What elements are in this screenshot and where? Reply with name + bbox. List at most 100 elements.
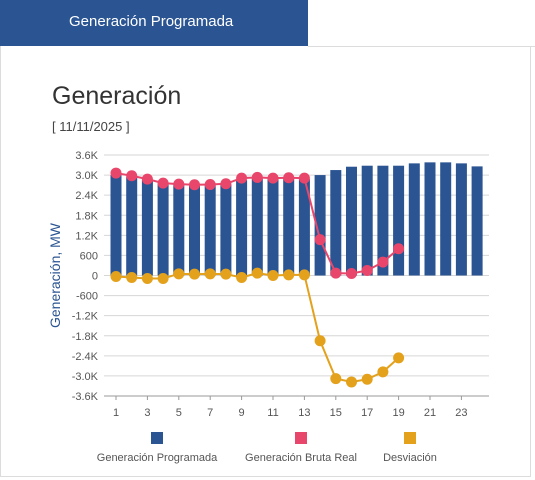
point — [173, 268, 185, 280]
tab-label: Generación Programada — [69, 13, 234, 30]
legend-label: Generación Bruta Real — [245, 452, 357, 464]
x-tick-label: 3 — [144, 407, 150, 419]
bar — [173, 184, 185, 276]
y-tick-label: -3.6K — [72, 391, 99, 403]
point — [220, 268, 232, 280]
point — [314, 335, 326, 347]
bar — [408, 163, 420, 276]
point — [377, 366, 389, 378]
legend-swatch — [151, 432, 163, 444]
point — [283, 172, 295, 184]
y-tick-label: -3.0K — [72, 371, 99, 383]
panel-border — [308, 46, 535, 47]
y-axis-title: Generación, MW — [47, 222, 63, 328]
chart-title: Generación — [52, 82, 182, 110]
point — [110, 167, 122, 179]
point — [204, 268, 216, 280]
chart-subtitle: [ 11/11/2025 ] — [52, 119, 130, 134]
point — [141, 173, 153, 185]
point — [189, 179, 200, 191]
bar — [189, 185, 200, 276]
bar — [377, 165, 389, 276]
point — [283, 269, 295, 281]
point — [393, 352, 405, 364]
y-tick-label: 2.4K — [75, 190, 98, 202]
point — [393, 243, 405, 255]
point — [236, 172, 248, 184]
point — [220, 178, 232, 190]
point — [157, 273, 169, 285]
point — [267, 270, 279, 281]
x-tick-label: 15 — [330, 407, 342, 419]
bar — [283, 178, 295, 276]
x-tick-label: 7 — [207, 407, 213, 419]
point — [141, 273, 153, 285]
x-tick-label: 1 — [113, 407, 119, 419]
x-tick-label: 9 — [239, 407, 245, 419]
y-tick-label: 600 — [80, 250, 98, 262]
point — [110, 271, 122, 283]
point — [298, 269, 310, 281]
bar — [298, 179, 310, 276]
x-tick-label: 23 — [455, 407, 467, 419]
x-tick-label: 5 — [176, 407, 182, 419]
y-tick-label: -600 — [76, 291, 98, 303]
bar — [157, 183, 169, 276]
bar — [346, 166, 357, 276]
point — [204, 178, 216, 190]
bar — [110, 175, 122, 276]
point — [377, 256, 389, 268]
bar — [455, 163, 467, 276]
bar — [393, 165, 405, 276]
y-tick-label: 1.8K — [75, 210, 98, 222]
point — [236, 272, 248, 284]
bar — [126, 176, 138, 276]
point — [126, 272, 138, 284]
point — [298, 172, 310, 184]
y-tick-label: 0 — [92, 271, 98, 283]
bar — [471, 166, 483, 276]
point — [346, 376, 357, 388]
x-tick-label: 13 — [298, 407, 310, 419]
legend-label: Desviación — [383, 452, 437, 464]
bar — [251, 177, 263, 276]
point — [251, 267, 263, 279]
bar — [141, 180, 153, 276]
series-line-desviacion — [115, 272, 400, 383]
bar — [424, 162, 436, 276]
y-tick-label: -1.2K — [72, 311, 99, 323]
legend-swatch — [404, 432, 416, 444]
point — [173, 178, 185, 190]
tab-generacion-programada[interactable]: Generación Programada — [0, 0, 308, 46]
y-tick-label: 3.6K — [75, 150, 98, 162]
point — [330, 267, 342, 279]
point — [330, 373, 342, 385]
point — [126, 170, 138, 182]
bar — [204, 185, 216, 276]
bar — [267, 178, 279, 276]
y-tick-label: 1.2K — [75, 230, 98, 242]
bar — [236, 180, 248, 276]
y-tick-label: -1.8K — [72, 331, 99, 343]
x-tick-label: 11 — [267, 407, 278, 419]
chart-panel — [0, 46, 531, 477]
point — [267, 172, 279, 184]
legend-swatch — [295, 432, 307, 444]
bar — [361, 165, 373, 276]
bar — [330, 170, 342, 276]
x-tick-label: 21 — [424, 407, 436, 419]
bar — [440, 162, 452, 276]
point — [314, 234, 326, 246]
bar — [314, 175, 326, 276]
point — [189, 268, 200, 280]
y-tick-label: -2.4K — [72, 351, 99, 363]
bar — [220, 184, 232, 276]
point — [361, 373, 373, 385]
point — [361, 264, 373, 276]
legend-label: Generación Programada — [97, 452, 218, 464]
x-tick-label: 19 — [392, 407, 404, 419]
x-tick-label: 17 — [361, 407, 373, 419]
point — [157, 177, 169, 189]
point — [251, 171, 263, 183]
